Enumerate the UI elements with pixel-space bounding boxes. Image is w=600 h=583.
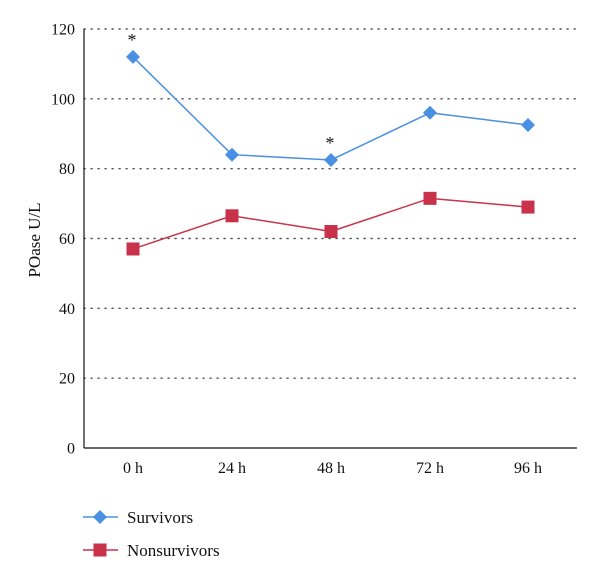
y-tick-label: 60 bbox=[59, 231, 75, 248]
y-tick-label: 0 bbox=[67, 441, 75, 458]
data-point bbox=[225, 147, 239, 162]
axes bbox=[83, 29, 577, 449]
legend-label: Nonsurvivors bbox=[127, 541, 220, 560]
legend-marker bbox=[93, 543, 107, 557]
legend-item-nonsurvivors: Nonsurvivors bbox=[83, 541, 220, 560]
data-point bbox=[324, 225, 338, 239]
data-point bbox=[521, 118, 535, 133]
x-tick-label: 24 h bbox=[218, 460, 246, 477]
data-point bbox=[521, 200, 535, 214]
data-point bbox=[423, 191, 437, 205]
legend: Survivors Nonsurvivors bbox=[83, 508, 220, 560]
x-tick-label: 48 h bbox=[317, 460, 345, 477]
y-tick-label: 40 bbox=[59, 301, 75, 318]
significance-marker: * bbox=[326, 133, 335, 153]
data-point bbox=[324, 152, 338, 167]
y-tick-label: 20 bbox=[59, 371, 75, 388]
legend-marker bbox=[93, 510, 107, 524]
y-axis-title: POase U/L bbox=[25, 202, 44, 277]
series-survivors bbox=[126, 49, 535, 167]
x-tick-label: 72 h bbox=[416, 460, 444, 477]
legend-item-survivors: Survivors bbox=[83, 508, 193, 527]
series-line bbox=[132, 197, 529, 250]
legend-label: Survivors bbox=[127, 508, 193, 527]
y-tick-label: 100 bbox=[51, 91, 75, 108]
series bbox=[126, 49, 535, 256]
y-tick-label: 80 bbox=[59, 161, 75, 178]
significance-marker: * bbox=[128, 30, 137, 50]
series-nonsurvivors bbox=[126, 191, 535, 256]
data-point bbox=[126, 242, 140, 256]
y-tick-labels: 0 20 40 60 80 100 120 bbox=[51, 22, 75, 458]
data-point bbox=[225, 209, 239, 223]
data-point bbox=[423, 105, 437, 120]
annotations: ** bbox=[128, 30, 335, 153]
x-tick-label: 96 h bbox=[514, 460, 542, 477]
data-point bbox=[126, 49, 140, 64]
y-tick-label: 120 bbox=[51, 22, 75, 39]
grid-lines bbox=[83, 28, 578, 379]
x-tick-labels: 0 h 24 h 48 h 72 h 96 h bbox=[123, 460, 542, 477]
x-tick-label: 0 h bbox=[123, 460, 143, 477]
